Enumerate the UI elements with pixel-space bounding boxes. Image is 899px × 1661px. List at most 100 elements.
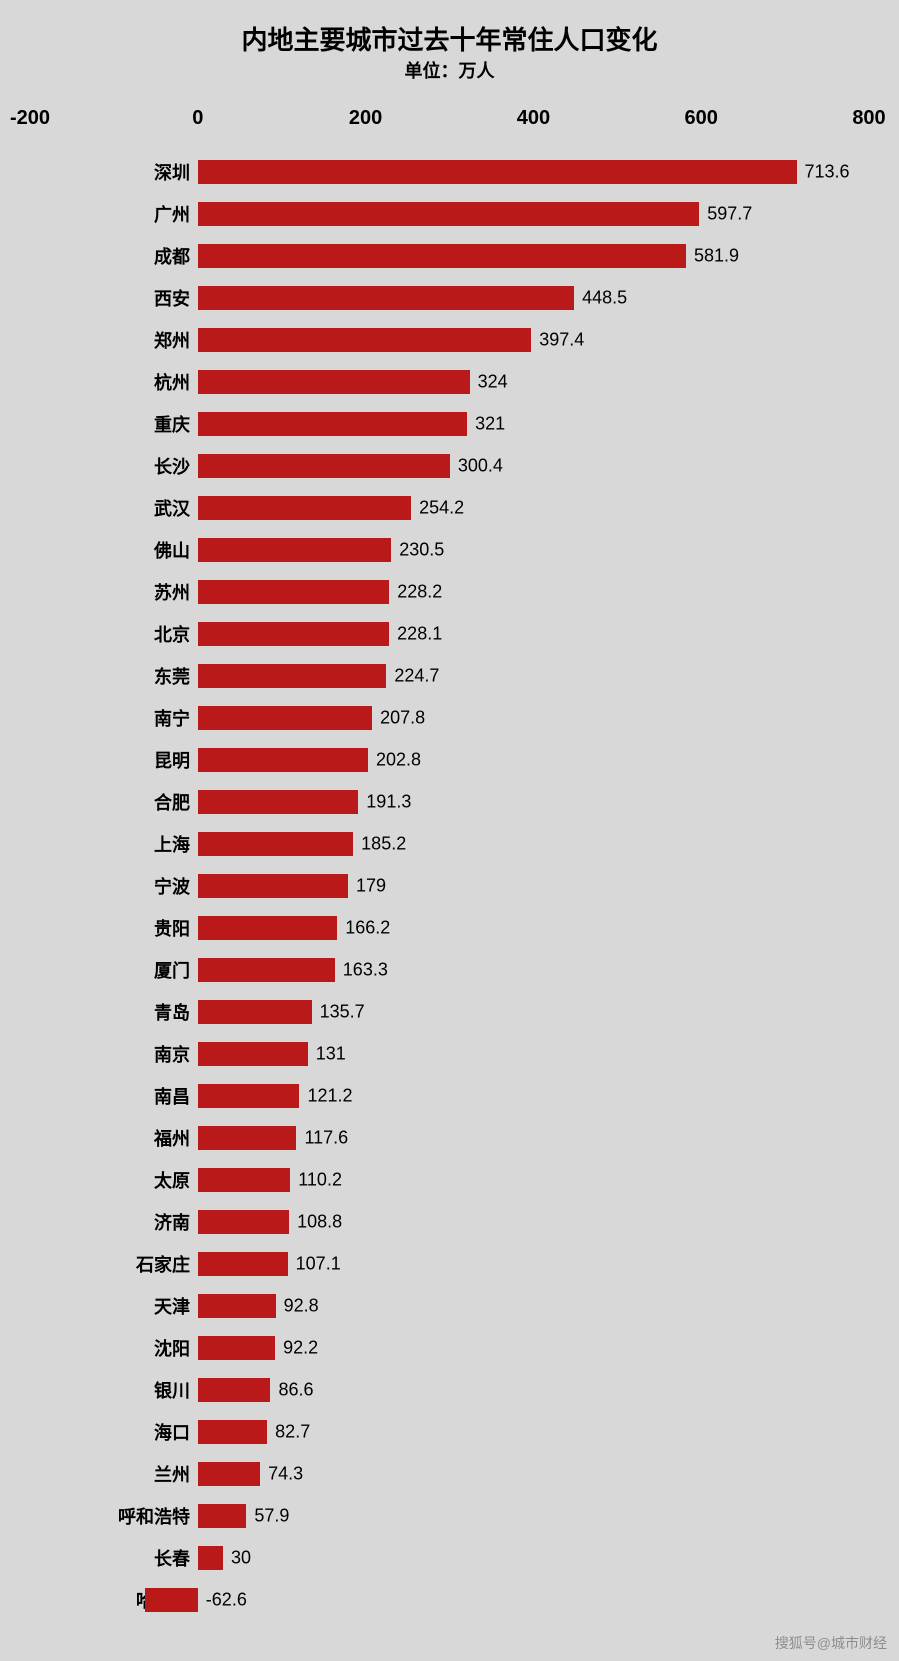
bar-label: 石家庄	[30, 1251, 198, 1277]
bar	[198, 1000, 312, 1024]
bar-track: 713.6	[198, 151, 869, 193]
bar	[198, 1546, 223, 1570]
bar	[198, 1126, 297, 1150]
bar-row: 贵阳 166.2	[30, 907, 869, 949]
bar-label: 贵阳	[30, 915, 198, 941]
bar-track: 224.7	[198, 655, 869, 697]
bar-value: 166.2	[345, 918, 390, 939]
bar-track: 117.6	[198, 1117, 869, 1159]
bar-row: 呼和浩特 57.9	[30, 1495, 869, 1537]
bar-label: 佛山	[30, 537, 198, 563]
chart-subtitle: 单位：万人	[30, 57, 869, 83]
bar-track: 86.6	[198, 1369, 869, 1411]
bar-row: 深圳713.6	[30, 151, 869, 193]
bar-track: 179	[198, 865, 869, 907]
bar-value: 321	[475, 414, 505, 435]
bar-row: 东莞 224.7	[30, 655, 869, 697]
bars-area: 深圳713.6广州597.7成都581.9西安448.5郑州397.4杭州324…	[30, 151, 869, 1621]
bar-label: 郑州	[30, 327, 198, 353]
bar-value: 131	[316, 1044, 346, 1065]
bar-value: 228.2	[397, 582, 442, 603]
x-axis-tick: 600	[685, 107, 718, 130]
bar-row: 兰州74.3	[30, 1453, 869, 1495]
bar-label: 兰州	[30, 1461, 198, 1487]
bar	[198, 1168, 290, 1192]
bar-row: 广州597.7	[30, 193, 869, 235]
bar-row: 海口82.7	[30, 1411, 869, 1453]
bar-value: 448.5	[582, 288, 627, 309]
bar-value: 57.9	[254, 1506, 289, 1527]
bar-value: 228.1	[397, 624, 442, 645]
bar-row: 南昌 121.2	[30, 1075, 869, 1117]
bar-track: 300.4	[198, 445, 869, 487]
bar-row: 郑州397.4	[30, 319, 869, 361]
bar-row: 重庆321	[30, 403, 869, 445]
bar-value: -62.6	[206, 1590, 247, 1611]
bar-track: 597.7	[198, 193, 869, 235]
bar	[198, 832, 353, 856]
bar-label: 武汉	[30, 495, 198, 521]
bar-value: 92.8	[284, 1296, 319, 1317]
bar	[198, 370, 470, 394]
bar-label: 南昌	[30, 1083, 198, 1109]
bar-track: 166.2	[198, 907, 869, 949]
bar-row: 昆明 202.8	[30, 739, 869, 781]
bar-label: 厦门	[30, 957, 198, 983]
bar-track: 228.2	[198, 571, 869, 613]
bar-value: 597.7	[707, 204, 752, 225]
bar-track: 581.9	[198, 235, 869, 277]
bar-value: 324	[478, 372, 508, 393]
bar-value: 108.8	[297, 1212, 342, 1233]
bar-label: 昆明	[30, 747, 198, 773]
bar-track: 74.3	[198, 1453, 869, 1495]
bar-value: 121.2	[307, 1086, 352, 1107]
bar	[198, 1378, 271, 1402]
bar-value: 82.7	[275, 1422, 310, 1443]
chart-title: 内地主要城市过去十年常住人口变化	[30, 20, 869, 57]
bar-row: 苏州 228.2	[30, 571, 869, 613]
bar	[198, 496, 411, 520]
bar	[198, 328, 531, 352]
bar-track: 82.7	[198, 1411, 869, 1453]
bar	[198, 1042, 308, 1066]
bar	[198, 454, 450, 478]
bar-track: 92.2	[198, 1327, 869, 1369]
bar	[145, 1588, 198, 1612]
bar	[198, 202, 699, 226]
bar-row: 太原110.2	[30, 1159, 869, 1201]
bar-label: 杭州	[30, 369, 198, 395]
bar-row: 上海185.2	[30, 823, 869, 865]
bar-label: 苏州	[30, 579, 198, 605]
bar-value: 135.7	[320, 1002, 365, 1023]
bar-row: 青岛135.7	[30, 991, 869, 1033]
bar	[198, 244, 686, 268]
bar-row: 南宁207.8	[30, 697, 869, 739]
bar-track: 397.4	[198, 319, 869, 361]
bar	[198, 1462, 260, 1486]
bar	[198, 664, 387, 688]
bar-value: 117.6	[304, 1128, 348, 1149]
x-axis-tick: 0	[192, 107, 203, 130]
bar-row: 厦门163.3	[30, 949, 869, 991]
bar-track: -62.6	[198, 1579, 869, 1621]
bar-row: 济南108.8	[30, 1201, 869, 1243]
bar-value: 92.2	[283, 1338, 318, 1359]
bar-label: 呼和浩特	[30, 1503, 198, 1529]
bar-track: 92.8	[198, 1285, 869, 1327]
bar-value: 224.7	[394, 666, 439, 687]
x-axis-tick: 200	[349, 107, 382, 130]
bar-value: 202.8	[376, 750, 421, 771]
bar-row: 石家庄107.1	[30, 1243, 869, 1285]
x-axis-tick: -200	[10, 107, 50, 130]
bar-label: 上海	[30, 831, 198, 857]
x-axis-tick: 400	[517, 107, 550, 130]
bar-label: 合肥	[30, 789, 198, 815]
bar	[198, 286, 574, 310]
bar-track: 57.9	[198, 1495, 869, 1537]
bar-row: 西安448.5	[30, 277, 869, 319]
bar-label: 东莞	[30, 663, 198, 689]
bar	[198, 412, 467, 436]
bar-row: 南京131	[30, 1033, 869, 1075]
bar-value: 230.5	[399, 540, 444, 561]
bar-track: 108.8	[198, 1201, 869, 1243]
